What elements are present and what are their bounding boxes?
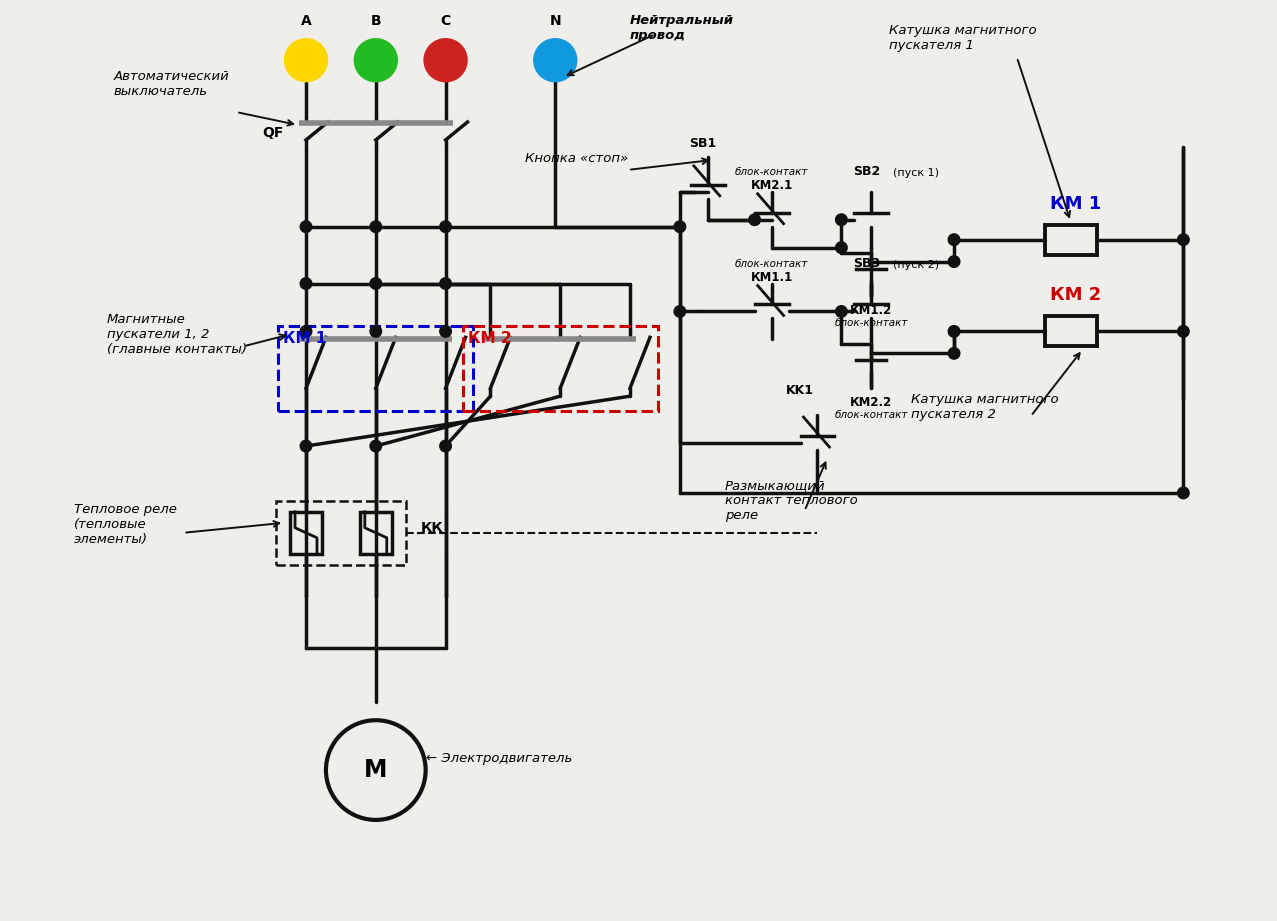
Bar <box>1045 225 1097 254</box>
Circle shape <box>355 40 397 81</box>
Text: КМ 1: КМ 1 <box>283 332 327 346</box>
Text: (пуск 1): (пуск 1) <box>893 168 939 178</box>
Circle shape <box>439 326 451 337</box>
Text: КМ1.2: КМ1.2 <box>850 305 893 318</box>
Text: КМ 1: КМ 1 <box>1050 194 1101 213</box>
Circle shape <box>300 221 312 232</box>
Text: (пуск 2): (пуск 2) <box>893 260 940 270</box>
Text: KK1: KK1 <box>785 384 813 397</box>
Circle shape <box>1177 234 1189 246</box>
Text: блок-контакт: блок-контакт <box>734 259 808 269</box>
Circle shape <box>835 242 847 253</box>
Bar <box>278 326 474 411</box>
Text: Тепловое реле
(тепловые
элементы): Тепловое реле (тепловые элементы) <box>74 503 176 546</box>
Bar <box>1045 317 1097 346</box>
Circle shape <box>949 256 960 267</box>
Circle shape <box>300 278 312 289</box>
Text: SB3: SB3 <box>853 257 880 270</box>
Circle shape <box>949 326 960 337</box>
Text: M: M <box>364 758 387 782</box>
Circle shape <box>370 278 382 289</box>
Text: блок-контакт: блок-контакт <box>734 167 808 177</box>
Circle shape <box>949 234 960 246</box>
Circle shape <box>425 40 466 81</box>
Text: КМ2.1: КМ2.1 <box>751 179 793 192</box>
Circle shape <box>439 440 451 452</box>
Text: Автоматический
выключатель: Автоматический выключатель <box>114 70 230 99</box>
Bar <box>462 326 658 411</box>
Circle shape <box>949 347 960 359</box>
Circle shape <box>370 221 382 232</box>
Text: Нейтральный
провод: Нейтральный провод <box>630 15 734 42</box>
Circle shape <box>300 440 312 452</box>
Circle shape <box>835 306 847 317</box>
Text: блок-контакт: блок-контакт <box>835 319 908 329</box>
Text: SB2: SB2 <box>853 165 880 178</box>
Circle shape <box>1177 326 1189 337</box>
Circle shape <box>285 40 327 81</box>
Text: блок-контакт: блок-контакт <box>835 410 908 420</box>
Bar <box>276 501 406 565</box>
Circle shape <box>439 221 451 232</box>
Text: КМ 2: КМ 2 <box>467 332 511 346</box>
Circle shape <box>370 440 382 452</box>
Text: N: N <box>549 15 561 29</box>
Circle shape <box>534 40 576 81</box>
Circle shape <box>748 214 760 226</box>
Bar <box>360 512 392 554</box>
Circle shape <box>370 326 382 337</box>
Circle shape <box>300 326 312 337</box>
Circle shape <box>674 306 686 317</box>
Circle shape <box>674 221 686 232</box>
Circle shape <box>1177 487 1189 498</box>
Text: Катушка магнитного
пускателя 1: Катушка магнитного пускателя 1 <box>889 24 1037 52</box>
Text: Катушка магнитного
пускателя 2: Катушка магнитного пускателя 2 <box>912 393 1059 421</box>
Text: Кнопка «стоп»: Кнопка «стоп» <box>525 152 628 165</box>
Text: C: C <box>441 15 451 29</box>
Bar <box>290 512 322 554</box>
Text: ← Электродвигатель: ← Электродвигатель <box>425 752 572 764</box>
Text: КМ1.1: КМ1.1 <box>751 271 793 284</box>
Text: Размыкающий
контакт теплового
реле: Размыкающий контакт теплового реле <box>725 479 857 522</box>
Circle shape <box>835 214 847 226</box>
Text: КМ 2: КМ 2 <box>1050 286 1101 305</box>
Text: QF: QF <box>263 126 283 140</box>
Text: КК: КК <box>420 520 443 535</box>
Text: SB1: SB1 <box>690 137 716 150</box>
Text: A: A <box>300 15 312 29</box>
Text: B: B <box>370 15 381 29</box>
Circle shape <box>439 278 451 289</box>
Text: КМ2.2: КМ2.2 <box>850 396 893 409</box>
Text: Магнитные
пускатели 1, 2
(главные контакты): Магнитные пускатели 1, 2 (главные контак… <box>106 313 246 356</box>
